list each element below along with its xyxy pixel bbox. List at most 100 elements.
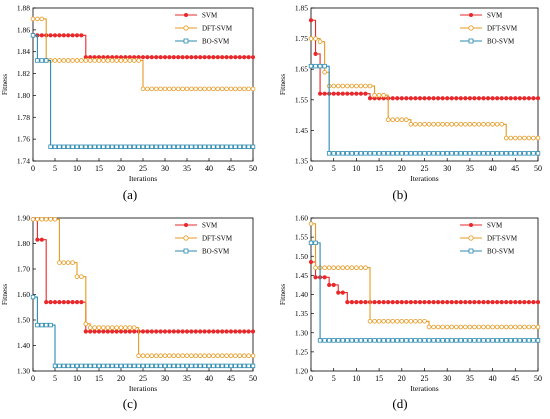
data-point (426, 121, 432, 127)
data-point (131, 325, 137, 330)
data-point (454, 300, 459, 305)
series-line (33, 34, 253, 58)
data-point (499, 96, 504, 101)
data-point (87, 58, 93, 63)
data-point (363, 151, 368, 156)
data-point (476, 300, 482, 305)
data-point (535, 324, 541, 330)
data-point (127, 363, 132, 369)
data-point (485, 338, 491, 343)
data-point (224, 144, 229, 149)
data-point (340, 290, 345, 295)
data-point (449, 300, 454, 305)
data-point (127, 58, 133, 63)
data-point (345, 83, 350, 89)
x-tick-label: 40 (205, 374, 213, 383)
data-point (149, 144, 154, 149)
data-point (404, 117, 409, 122)
data-point (444, 151, 450, 156)
x-tick-label: 25 (139, 374, 147, 383)
data-point (39, 322, 44, 328)
legend-label: BO-SVM (202, 38, 230, 46)
data-point (110, 144, 115, 149)
data-point (101, 329, 106, 334)
data-point (508, 151, 513, 156)
data-point (202, 144, 207, 149)
data-point (481, 300, 486, 305)
data-point (485, 96, 491, 101)
data-point (105, 329, 110, 334)
data-point (445, 300, 450, 305)
data-point (118, 325, 124, 330)
data-point (250, 55, 256, 60)
data-point (52, 144, 58, 149)
data-point (476, 338, 482, 343)
data-point (30, 294, 36, 300)
data-point (413, 338, 418, 343)
data-point (335, 265, 341, 271)
data-point (105, 58, 111, 63)
data-point (381, 338, 386, 343)
panel-caption: (a) (123, 187, 137, 202)
series-dft-svm (30, 16, 256, 92)
y-tick-label: 1.84 (17, 47, 30, 56)
data-point (171, 144, 176, 149)
data-point (237, 86, 243, 92)
data-point (408, 96, 413, 101)
panel-caption: (d) (392, 396, 407, 411)
data-point (517, 151, 523, 156)
data-point (250, 329, 256, 334)
data-point (345, 338, 350, 343)
data-point (354, 91, 359, 96)
data-point (246, 363, 251, 369)
data-point (358, 300, 364, 305)
data-point (490, 324, 495, 330)
data-point (522, 135, 527, 141)
data-point (322, 265, 327, 271)
data-point (79, 144, 84, 149)
data-point (472, 300, 477, 305)
x-axis-label: Iterations (410, 384, 438, 393)
data-point (180, 55, 185, 60)
data-point (472, 121, 477, 127)
data-point (66, 144, 71, 149)
data-point (526, 151, 532, 156)
data-point (390, 300, 395, 305)
data-point (349, 265, 355, 271)
data-point (503, 135, 509, 141)
series-dft-svm (308, 36, 541, 141)
data-point (481, 151, 486, 156)
data-point (467, 151, 473, 156)
data-point (381, 318, 386, 324)
x-tick-label: 40 (489, 164, 497, 173)
data-point (467, 96, 473, 101)
data-point (390, 96, 395, 101)
data-point (372, 318, 377, 324)
data-point (472, 338, 477, 343)
data-point (472, 151, 477, 156)
data-point (499, 324, 504, 330)
data-point (246, 55, 251, 60)
data-point (101, 363, 106, 369)
y-tick-label: 1.35 (295, 157, 308, 166)
data-point (110, 329, 115, 334)
data-point (193, 363, 198, 369)
data-point (114, 58, 119, 63)
data-point (408, 318, 414, 324)
data-point (390, 318, 396, 324)
data-point (180, 329, 185, 334)
data-point (394, 318, 400, 324)
legend-label: SVM (202, 222, 218, 230)
data-point (381, 300, 386, 305)
y-tick-label: 1.85 (295, 4, 308, 13)
data-point (52, 363, 58, 369)
x-tick-label: 0 (309, 164, 313, 173)
data-point (504, 300, 509, 305)
data-point (495, 300, 500, 305)
data-point (331, 338, 336, 343)
data-point (526, 338, 532, 343)
data-point (57, 363, 62, 369)
data-point (458, 324, 464, 330)
data-point (531, 135, 536, 141)
data-point (44, 322, 49, 328)
